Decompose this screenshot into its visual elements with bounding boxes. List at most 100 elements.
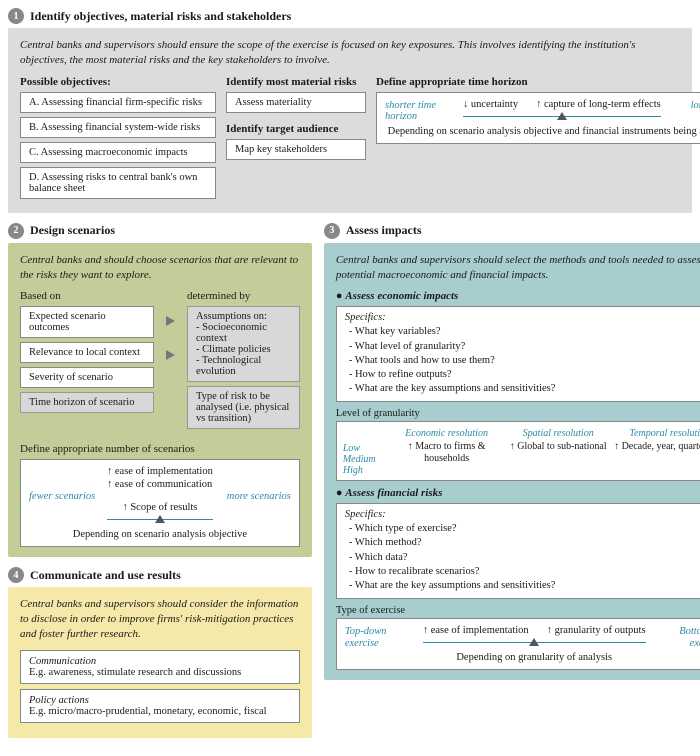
- specifics-label: Specifics:: [345, 312, 700, 323]
- arrow-column: [166, 290, 175, 372]
- horizon-spectrum: shorter time horizon ↓ uncertainty ↑ cap…: [376, 92, 700, 144]
- audience-box: Map key stakeholders: [226, 139, 366, 160]
- step4-intro: Central banks and supervisors should con…: [20, 597, 300, 642]
- scenarios-spectrum: fewer scenarios ↑ ease of implementation…: [20, 459, 300, 547]
- objective-c: C. Assessing macroeconomic impacts: [20, 142, 216, 163]
- step3-intro: Central banks and supervisors should sel…: [336, 253, 700, 283]
- fin-spec-d: How to recalibrate scenarios?: [349, 565, 700, 579]
- exercise-right: Bottom-up exercise: [652, 626, 700, 649]
- exercise-spectrum: Top-down exercise ↑ ease of implementati…: [336, 618, 700, 670]
- exercise-factor-1: ↑ ease of implementation: [423, 625, 529, 636]
- based-a: Expected scenario outcomes: [20, 306, 154, 338]
- gran-c3: ↑ Decade, year, quarter, etc.: [614, 441, 700, 476]
- step1-panel: Central banks and supervisors should ens…: [8, 28, 692, 213]
- granularity-table: Economic resolution Spatial resolution T…: [336, 421, 700, 481]
- gran-col2-h: Spatial resolution: [502, 426, 614, 441]
- audience-heading: Identify target audience: [226, 123, 366, 135]
- objective-b: B. Assessing financial system-wide risks: [20, 117, 216, 138]
- step1-header: 1 Identify objectives, material risks an…: [8, 8, 692, 24]
- objective-d: D. Assessing risks to central bank's own…: [20, 167, 216, 199]
- arrow-icon: [166, 350, 175, 360]
- step4-title: Communicate and use results: [30, 568, 181, 583]
- econ-impacts-heading: Assess economic impacts: [336, 290, 700, 302]
- step3-number: 3: [324, 223, 340, 239]
- gran-c1: ↑ Macro to firms & households: [391, 441, 503, 476]
- step-3: 3 Assess impacts Central banks and super…: [324, 223, 700, 680]
- exercise-factor-2: ↑ granularity of outputs: [547, 625, 646, 636]
- horizon-left: shorter time horizon: [385, 100, 457, 123]
- econ-spec-c: What tools and how to use them?: [349, 354, 700, 368]
- step4-panel: Central banks and supervisors should con…: [8, 587, 312, 738]
- step2-title: Design scenarios: [30, 223, 115, 238]
- fin-risks-heading: Assess financial risks: [336, 487, 700, 499]
- policy-desc: E.g. micro/macro-prudential, monetary, e…: [29, 706, 291, 717]
- communication-box: Communication E.g. awareness, stimulate …: [20, 650, 300, 684]
- econ-spec-d: How to refine outputs?: [349, 368, 700, 382]
- arrow-icon: [166, 316, 175, 326]
- slider-marker-icon: [529, 638, 539, 646]
- scenarios-factor-2: ↑ ease of communication: [107, 479, 213, 490]
- exercise-caption: Depending on granularity of analysis: [345, 652, 700, 663]
- step4-number: 4: [8, 567, 24, 583]
- step-1: 1 Identify objectives, material risks an…: [8, 8, 692, 213]
- fin-specifics: Specifics: Which type of exercise? Which…: [336, 503, 700, 599]
- num-scenarios-heading: Define appropriate number of scenarios: [20, 443, 300, 455]
- step-2: 2 Design scenarios Central banks and sho…: [8, 223, 312, 558]
- econ-spec-a: What key variables?: [349, 325, 700, 339]
- slider-marker-icon: [557, 112, 567, 120]
- step4-header: 4 Communicate and use results: [8, 567, 312, 583]
- material-heading: Identify most material risks: [226, 76, 366, 88]
- policy-box: Policy actions E.g. micro/macro-prudenti…: [20, 689, 300, 723]
- communication-title: Communication: [29, 656, 291, 667]
- step1-number: 1: [8, 8, 24, 24]
- based-d: Time horizon of scenario: [20, 392, 154, 413]
- step3-title: Assess impacts: [346, 223, 422, 238]
- horizon-right: longer time horizon: [667, 100, 700, 123]
- scenarios-factor-1: ↑ ease of implementation: [107, 466, 213, 477]
- step1-title: Identify objectives, material risks and …: [30, 9, 291, 24]
- econ-specifics: Specifics: What key variables? What leve…: [336, 306, 700, 402]
- econ-spec-b: What level of granularity?: [349, 340, 700, 354]
- exercise-heading: Type of exercise: [336, 605, 700, 616]
- step2-header: 2 Design scenarios: [8, 223, 312, 239]
- step3-header: 3 Assess impacts: [324, 223, 700, 239]
- gran-col3-h: Temporal resolution: [614, 426, 700, 441]
- step2-panel: Central banks and should choose scenario…: [8, 243, 312, 558]
- slider-marker-icon: [155, 515, 165, 523]
- horizon-heading: Define appropriate time horizon: [376, 76, 700, 88]
- gran-col1-h: Economic resolution: [391, 426, 503, 441]
- step2-intro: Central banks and should choose scenario…: [20, 253, 300, 283]
- fin-spec-c: Which data?: [349, 551, 700, 565]
- based-c: Severity of scenario: [20, 367, 154, 388]
- step-4: 4 Communicate and use results Central ba…: [8, 567, 312, 738]
- objectives-heading: Possible objectives:: [20, 76, 216, 88]
- fin-spec-a: Which type of exercise?: [349, 522, 700, 536]
- scenarios-left: fewer scenarios: [29, 491, 101, 503]
- scenarios-caption: Depending on scenario analysis objective: [29, 529, 291, 540]
- objective-a: A. Assessing financial firm-specific ris…: [20, 92, 216, 113]
- material-box: Assess materiality: [226, 92, 366, 113]
- fin-spec-b: Which method?: [349, 536, 700, 550]
- risk-type-box: Type of risk to be analysed (i.e. physic…: [187, 386, 300, 429]
- horizon-factor-2: ↑ capture of long-term effects: [536, 99, 661, 110]
- econ-spec-e: What are the key assumptions and sensiti…: [349, 382, 700, 396]
- assumptions-box: Assumptions on: - Socioeconomic context …: [187, 306, 300, 382]
- horizon-factor-1: ↓ uncertainty: [463, 99, 518, 110]
- communication-desc: E.g. awareness, stimulate research and d…: [29, 667, 291, 678]
- based-on-heading: Based on: [20, 290, 154, 302]
- specifics-label: Specifics:: [345, 509, 700, 520]
- policy-title: Policy actions: [29, 695, 291, 706]
- horizon-caption: Depending on scenario analysis objective…: [385, 126, 700, 137]
- step3-panel: Central banks and supervisors should sel…: [324, 243, 700, 680]
- gran-c2: ↑ Global to sub-national: [502, 441, 614, 476]
- step2-number: 2: [8, 223, 24, 239]
- scenarios-right: more scenarios: [219, 491, 291, 503]
- determined-by-heading: determined by: [187, 290, 300, 302]
- granularity-heading: Level of granularity: [336, 408, 700, 419]
- exercise-left: Top-down exercise: [345, 626, 417, 649]
- scenarios-factor-3: ↑ Scope of results: [122, 502, 197, 513]
- fin-spec-e: What are the key assumptions and sensiti…: [349, 579, 700, 593]
- based-b: Relevance to local context: [20, 342, 154, 363]
- step1-intro: Central banks and supervisors should ens…: [20, 38, 680, 68]
- gran-levels: Low Medium High: [343, 441, 391, 476]
